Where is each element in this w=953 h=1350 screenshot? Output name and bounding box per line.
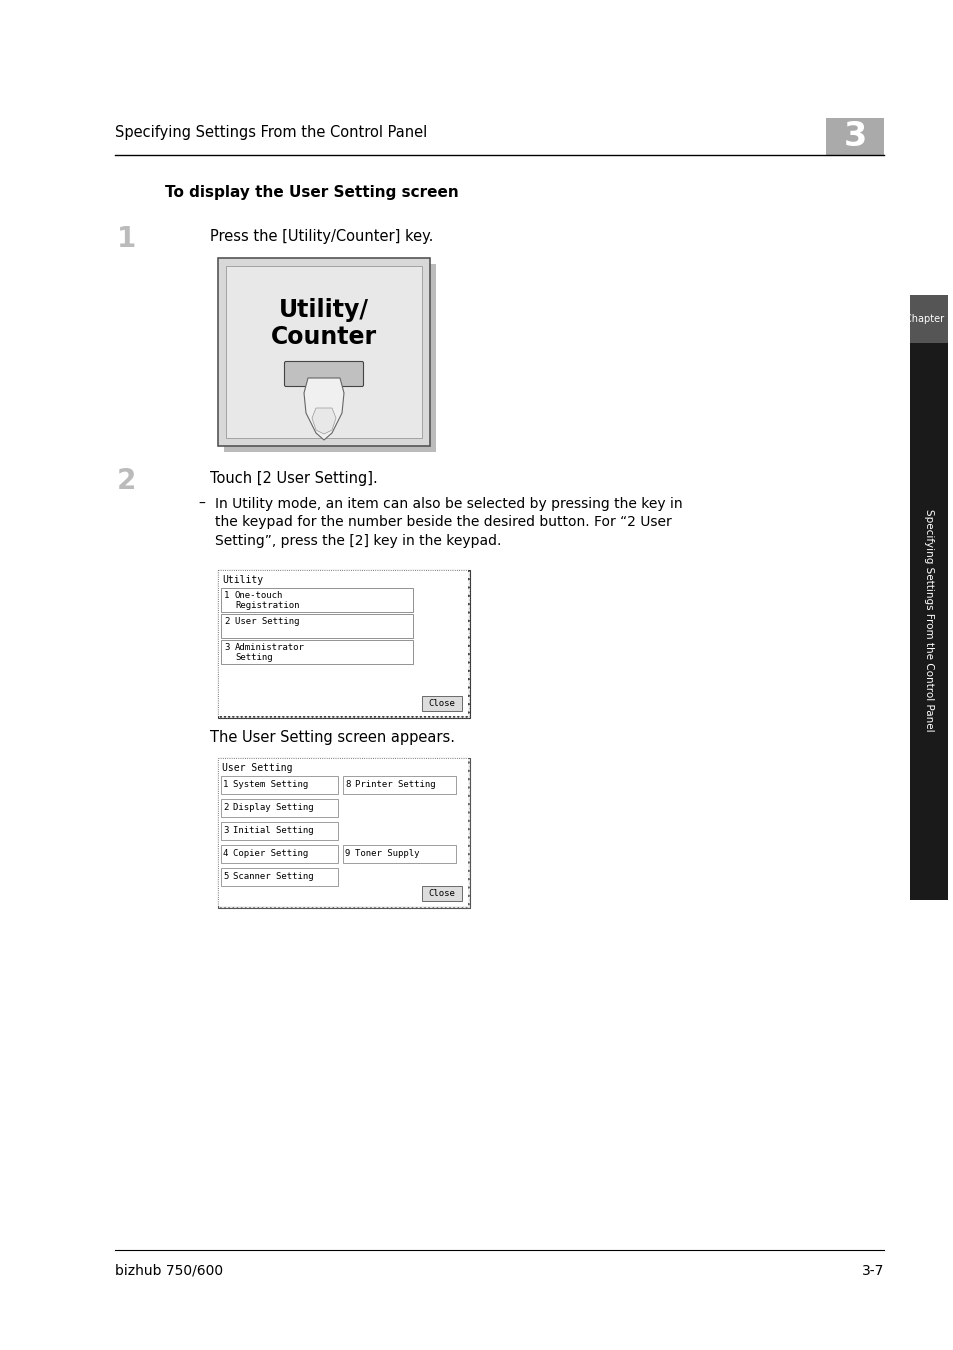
- Bar: [218, 258, 430, 446]
- FancyBboxPatch shape: [284, 362, 363, 386]
- Text: Utility/
Counter: Utility/ Counter: [271, 298, 376, 348]
- Text: 3: 3: [223, 826, 228, 836]
- Bar: [343, 776, 456, 794]
- Text: User Setting: User Setting: [234, 617, 299, 626]
- Text: 3: 3: [224, 643, 229, 652]
- Bar: [221, 868, 337, 886]
- Text: Printer Setting: Printer Setting: [355, 780, 436, 788]
- Text: User Setting: User Setting: [222, 763, 293, 774]
- Polygon shape: [304, 378, 344, 440]
- Bar: [218, 570, 470, 718]
- Text: Copier Setting: Copier Setting: [233, 849, 308, 859]
- Text: In Utility mode, an item can also be selected by pressing the key in
the keypad : In Utility mode, an item can also be sel…: [214, 497, 682, 548]
- Text: 2: 2: [224, 617, 229, 626]
- Text: Press the [Utility/Counter] key.: Press the [Utility/Counter] key.: [210, 230, 433, 244]
- Text: System Setting: System Setting: [233, 780, 308, 788]
- Text: 5: 5: [223, 872, 228, 882]
- Bar: [221, 822, 337, 840]
- Text: Utility: Utility: [222, 575, 263, 585]
- Text: 1: 1: [223, 780, 228, 788]
- Text: 3: 3: [842, 120, 865, 154]
- Text: Setting: Setting: [234, 653, 273, 662]
- Text: 4: 4: [223, 849, 228, 859]
- Polygon shape: [312, 408, 335, 433]
- Text: Chapter 3: Chapter 3: [903, 315, 952, 324]
- Text: Touch [2 User Setting].: Touch [2 User Setting].: [210, 471, 377, 486]
- Bar: [218, 757, 468, 906]
- Text: One-touch: One-touch: [234, 591, 283, 599]
- Bar: [221, 640, 413, 664]
- Bar: [221, 776, 337, 794]
- Text: Registration: Registration: [234, 601, 299, 610]
- Text: Administrator: Administrator: [234, 643, 305, 652]
- Text: The User Setting screen appears.: The User Setting screen appears.: [210, 730, 455, 745]
- Text: Scanner Setting: Scanner Setting: [233, 872, 314, 882]
- Bar: [218, 570, 468, 716]
- Bar: [218, 757, 470, 909]
- Bar: [218, 570, 470, 718]
- Text: Specifying Settings From the Control Panel: Specifying Settings From the Control Pan…: [115, 126, 427, 140]
- Text: Close: Close: [428, 699, 455, 707]
- Text: Close: Close: [428, 890, 455, 898]
- Bar: [226, 266, 421, 437]
- Bar: [221, 845, 337, 863]
- Text: Toner Supply: Toner Supply: [355, 849, 419, 859]
- Text: 1: 1: [224, 591, 229, 599]
- Bar: [343, 845, 456, 863]
- Bar: [221, 589, 413, 612]
- Bar: [221, 614, 413, 639]
- Bar: [221, 799, 337, 817]
- Text: 1: 1: [117, 225, 136, 252]
- Text: Initial Setting: Initial Setting: [233, 826, 314, 836]
- Text: Display Setting: Display Setting: [233, 803, 314, 811]
- Bar: [224, 265, 436, 452]
- Text: 9: 9: [345, 849, 350, 859]
- FancyBboxPatch shape: [421, 886, 461, 900]
- Text: Specifying Settings From the Control Panel: Specifying Settings From the Control Pan…: [923, 509, 933, 732]
- Text: 3-7: 3-7: [861, 1264, 883, 1278]
- Text: 8: 8: [345, 780, 350, 788]
- Bar: [218, 757, 470, 909]
- FancyBboxPatch shape: [421, 697, 461, 711]
- Text: –: –: [198, 497, 205, 512]
- Text: 2: 2: [117, 467, 136, 495]
- Text: To display the User Setting screen: To display the User Setting screen: [165, 185, 458, 200]
- Bar: [825, 117, 883, 157]
- Text: bizhub 750/600: bizhub 750/600: [115, 1264, 223, 1278]
- Bar: [909, 340, 947, 900]
- Text: 2: 2: [223, 803, 228, 811]
- Bar: [909, 296, 947, 343]
